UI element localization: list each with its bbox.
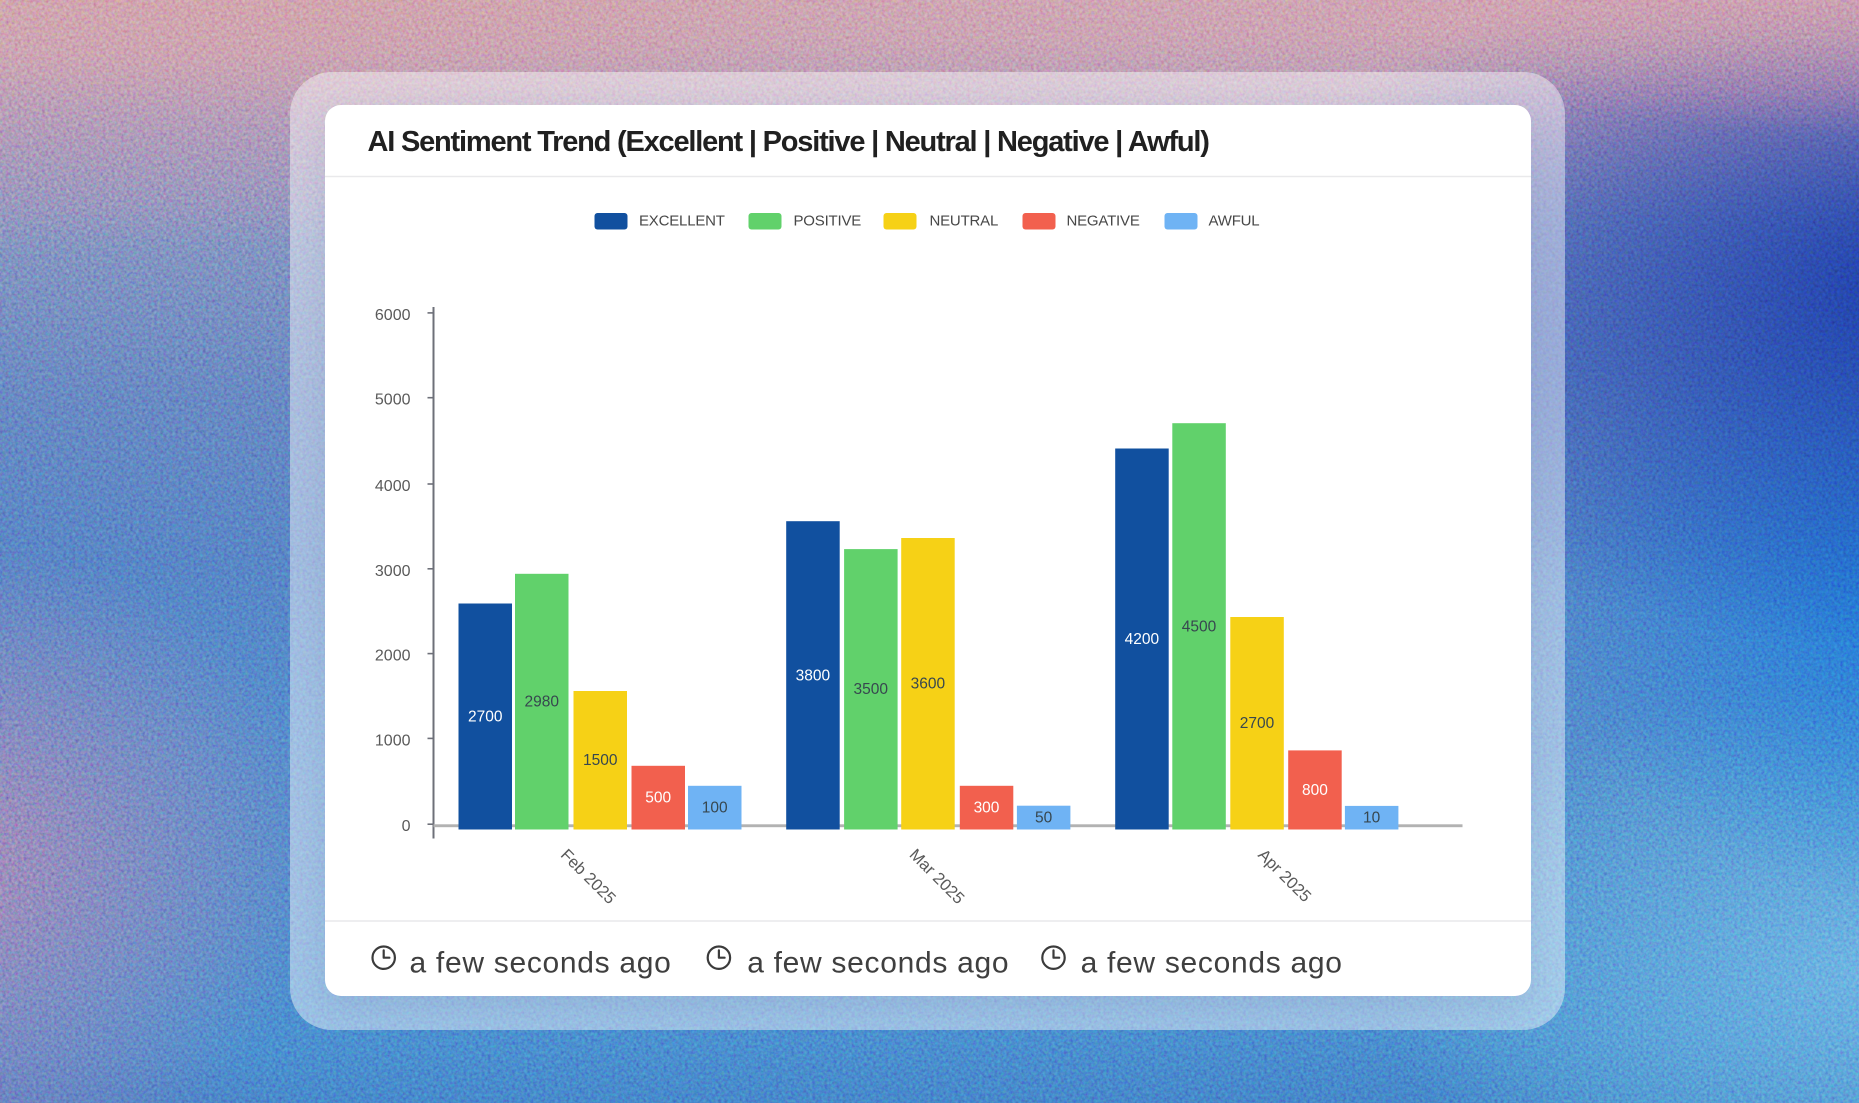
svg-text:a few seconds ago: a few seconds ago [1081,947,1343,980]
svg-text:4200: 4200 [1125,631,1160,648]
svg-text:NEGATIVE: NEGATIVE [1067,213,1140,230]
svg-text:a few seconds ago: a few seconds ago [747,947,1009,980]
svg-text:100: 100 [702,800,728,817]
svg-text:10: 10 [1363,810,1381,827]
svg-text:AI Sentiment Trend (Excellent: AI Sentiment Trend (Excellent | Positive… [368,126,1210,158]
svg-text:a few seconds ago: a few seconds ago [410,947,672,980]
svg-text:2980: 2980 [524,694,559,711]
svg-text:AWFUL: AWFUL [1209,213,1260,230]
svg-text:POSITIVE: POSITIVE [794,213,862,230]
svg-text:2000: 2000 [375,648,411,665]
svg-text:2700: 2700 [468,708,503,725]
svg-text:50: 50 [1035,810,1053,827]
svg-text:4000: 4000 [375,478,411,495]
svg-text:1500: 1500 [583,752,618,769]
svg-text:800: 800 [1302,782,1328,799]
svg-text:1000: 1000 [375,732,411,749]
svg-text:EXCELLENT: EXCELLENT [639,213,725,230]
svg-text:5000: 5000 [375,392,411,409]
svg-text:Mar 2025: Mar 2025 [906,846,968,908]
svg-text:NEUTRAL: NEUTRAL [930,213,999,230]
svg-text:3800: 3800 [796,667,831,684]
svg-text:3000: 3000 [375,563,411,580]
svg-text:300: 300 [974,800,1000,817]
svg-text:500: 500 [645,790,671,807]
svg-text:Feb 2025: Feb 2025 [557,846,619,908]
svg-text:3500: 3500 [854,681,889,698]
svg-text:6000: 6000 [375,307,411,324]
svg-text:3600: 3600 [911,676,946,693]
svg-text:4500: 4500 [1182,618,1217,635]
svg-text:0: 0 [402,818,411,835]
svg-text:2700: 2700 [1240,715,1275,732]
svg-text:Apr 2025: Apr 2025 [1254,846,1314,906]
